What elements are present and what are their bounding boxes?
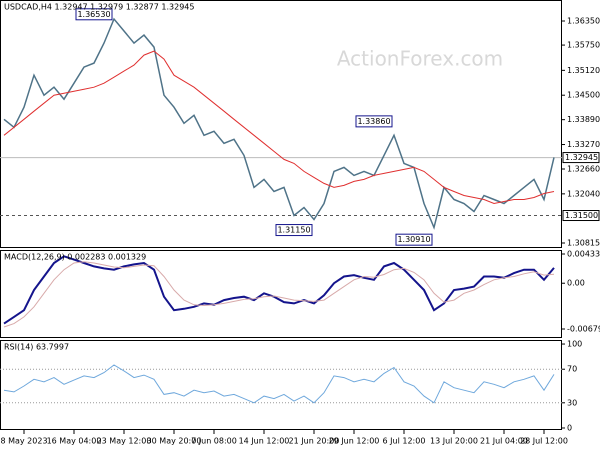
price-panel <box>0 0 562 248</box>
y-tick-label: 1.33270 <box>567 140 600 149</box>
panel-title: USDCAD,H4 1.32947 1.32979 1.32877 1.3294… <box>4 3 194 12</box>
level-label: 1.31500 <box>565 211 598 220</box>
x-tick-label: 7 Jun 08:00 <box>191 437 237 446</box>
annotation-label: 1.36530 <box>77 10 110 19</box>
series-line <box>3 261 555 328</box>
annotation-box <box>395 233 433 246</box>
x-tick-label: 30 May 20:00 <box>147 437 202 446</box>
x-tick-label: 16 May 04:00 <box>47 437 102 446</box>
x-tick-label: 29 Jun 12:00 <box>329 437 380 446</box>
y-tick-label: 1.35120 <box>567 66 600 75</box>
y-tick-label: 30 <box>567 398 577 407</box>
panel-title: RSI(14) 63.7997 <box>4 343 69 352</box>
annotation-label: 1.30910 <box>397 235 430 244</box>
annotation-box <box>75 8 113 21</box>
y-tick-label: 1.35750 <box>567 41 600 50</box>
y-tick-label: 1.33890 <box>567 115 600 124</box>
series-line <box>3 17 555 230</box>
x-tick-label: 8 May 2023 <box>0 437 47 446</box>
x-tick-label: 13 Jul 20:00 <box>430 437 478 446</box>
y-tick-label: 1.36350 <box>567 17 600 26</box>
macd-panel <box>0 250 562 338</box>
x-tick-label: 28 Jul 12:00 <box>520 437 568 446</box>
y-tick-label: 0.004335 <box>567 250 600 259</box>
y-tick-label: 100 <box>567 340 582 349</box>
annotation-label: 1.31150 <box>277 226 310 235</box>
x-tick-label: 21 Jul 04:00 <box>480 437 528 446</box>
annotation-box <box>355 115 393 128</box>
x-tick-label: 14 Jun 12:00 <box>239 437 290 446</box>
watermark: ActionForex.com <box>337 47 503 71</box>
series-line <box>3 364 555 404</box>
y-tick-label: 1.32040 <box>567 189 600 198</box>
level-label-box <box>562 152 600 164</box>
annotation-box <box>275 224 313 237</box>
y-tick-label: 1.32660 <box>567 164 600 173</box>
level-label-box <box>562 210 600 222</box>
series-line <box>3 255 555 325</box>
series-line <box>3 50 555 205</box>
y-tick-label: 70 <box>567 365 577 374</box>
annotation-label: 1.33860 <box>357 117 390 126</box>
x-tick-label: 23 May 12:00 <box>97 437 152 446</box>
y-tick-label: 1.30815 <box>567 238 600 247</box>
y-tick-label: 0.00 <box>567 279 585 288</box>
rsi-panel <box>0 340 562 430</box>
y-tick-label: 1.34500 <box>567 91 600 100</box>
y-tick-label: -0.006795 <box>567 325 600 334</box>
x-tick-label: 21 Jun 20:00 <box>289 437 340 446</box>
y-tick-label: 0 <box>567 423 572 432</box>
level-label: 1.32945 <box>565 153 598 162</box>
panel-title: MACD(12,26,9) 0.002283 0.001329 <box>4 253 146 262</box>
x-tick-label: 6 Jul 12:00 <box>383 437 426 446</box>
